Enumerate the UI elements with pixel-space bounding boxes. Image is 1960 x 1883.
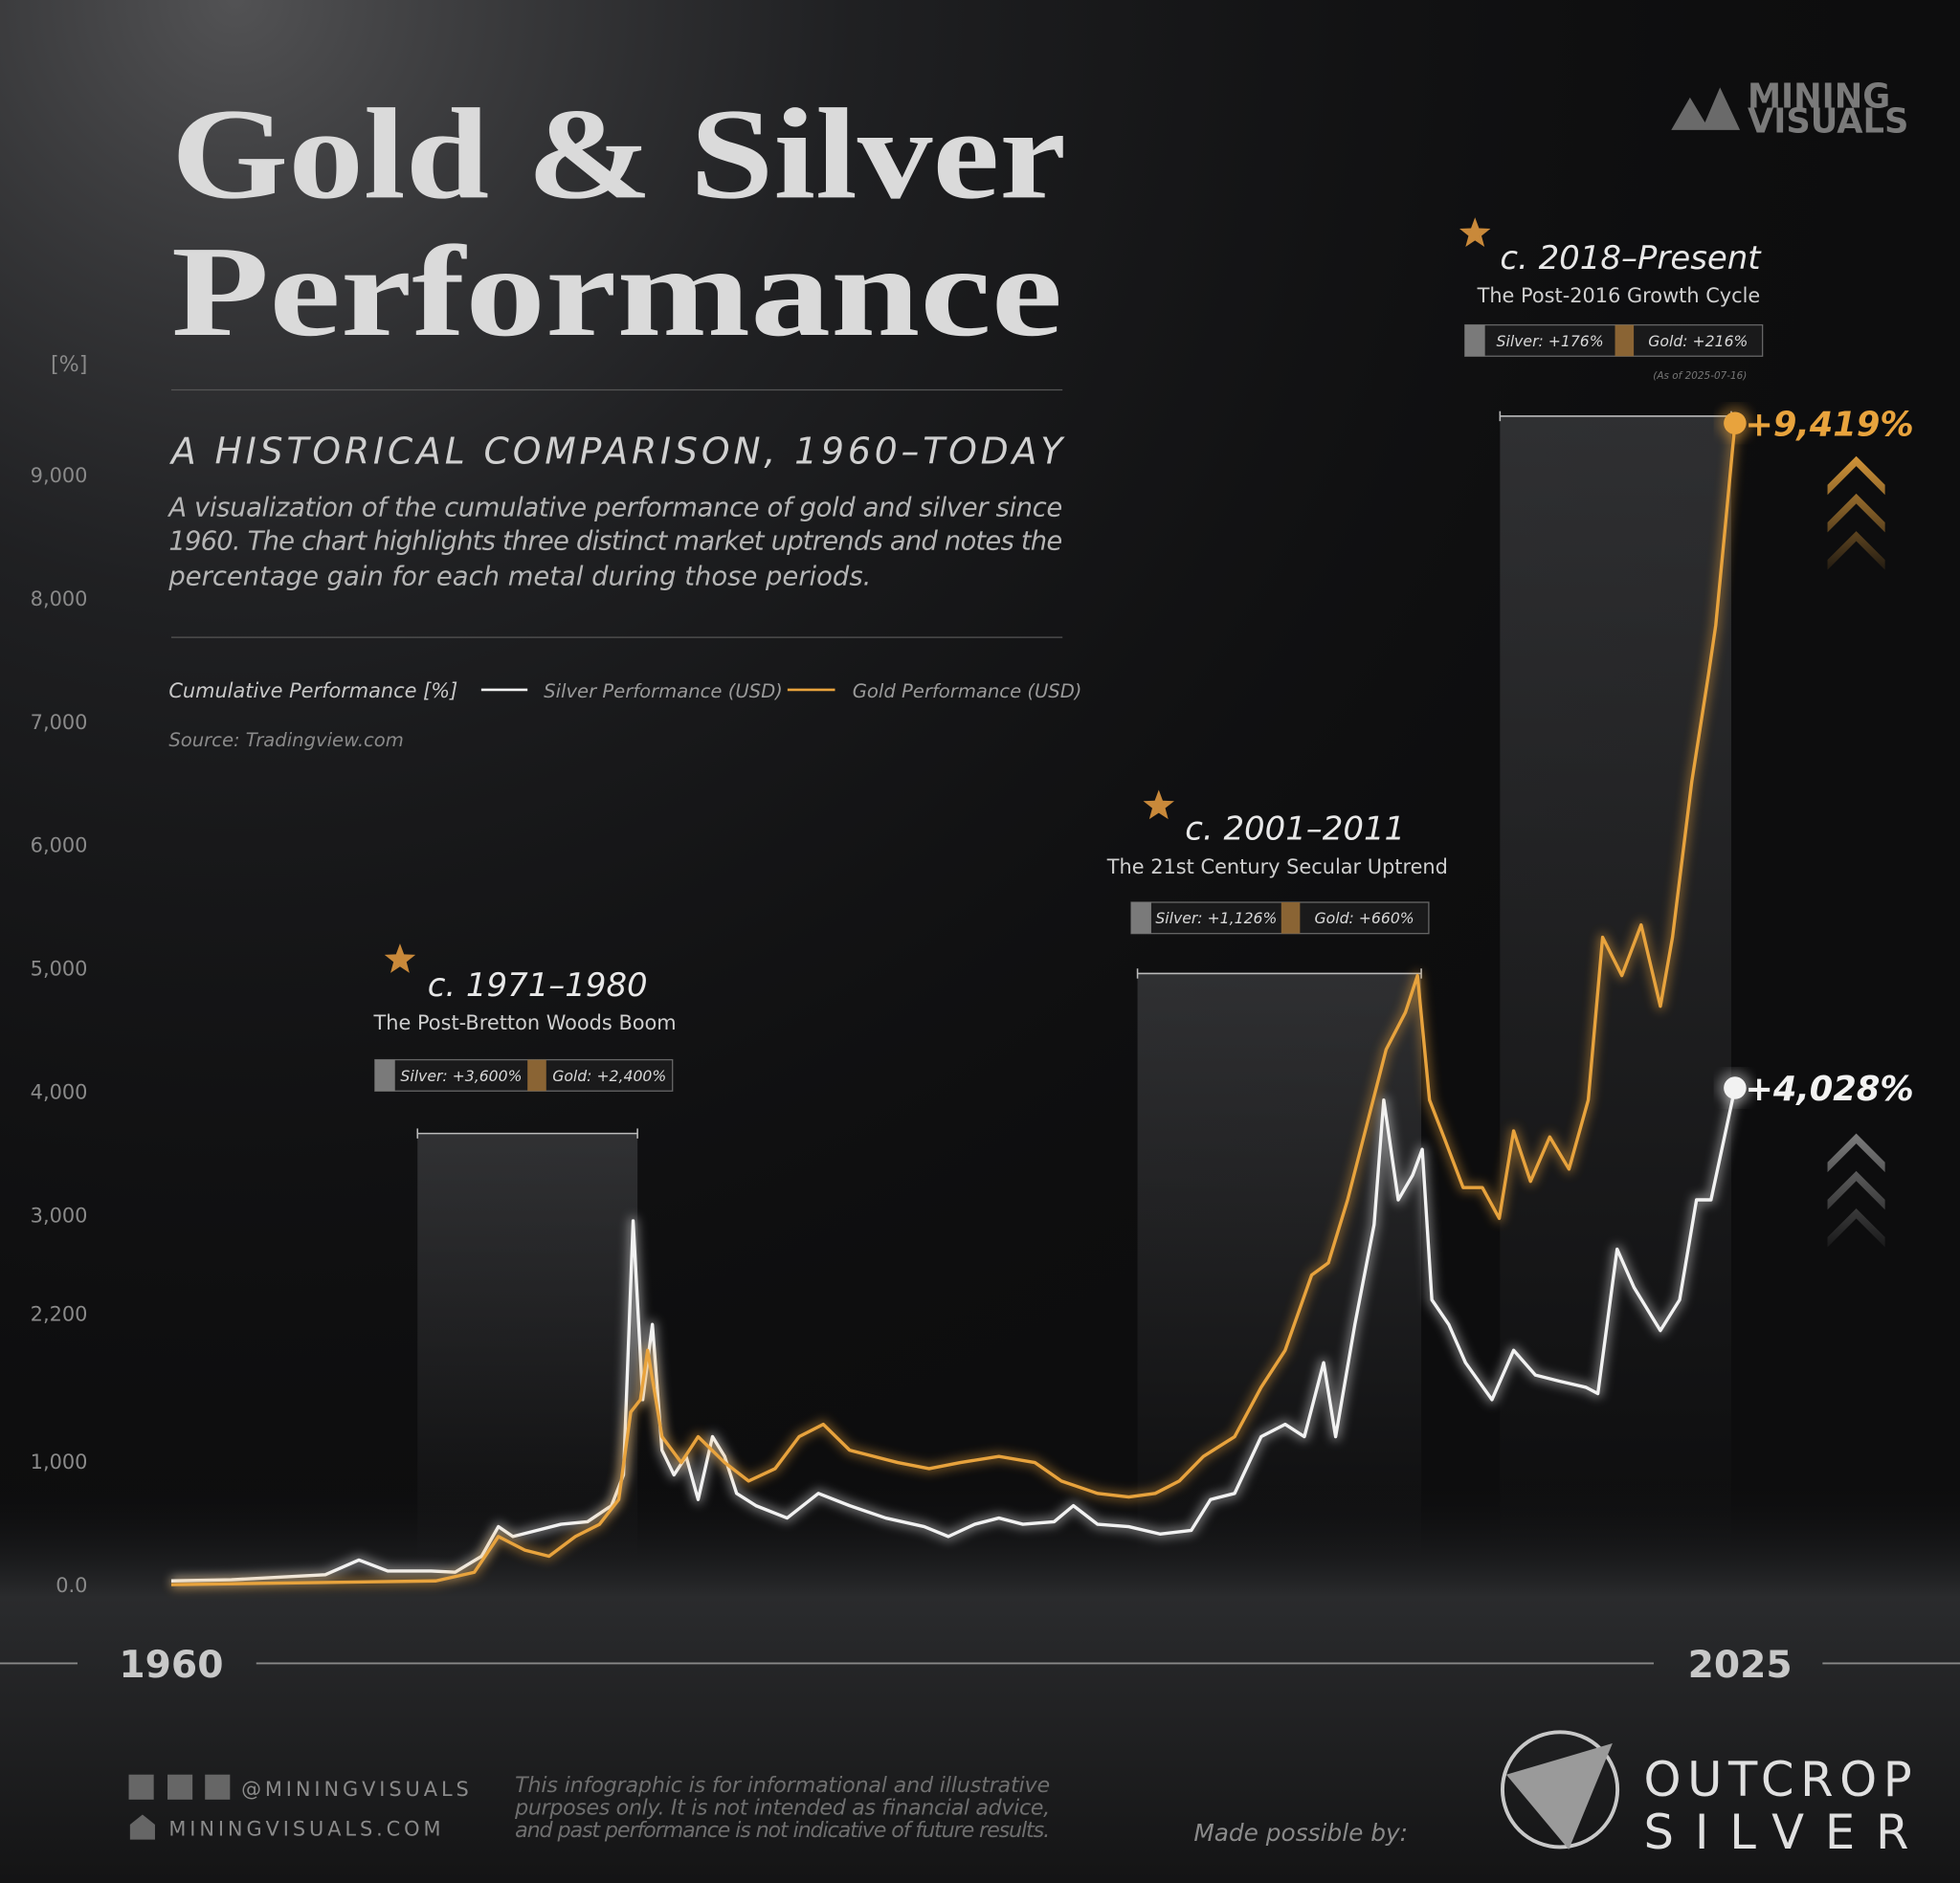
sponsor-logo-mark [1505, 1743, 1613, 1850]
legend-title: Cumulative Performance [%] [168, 679, 457, 702]
linkedin-icon [205, 1774, 231, 1800]
title: Performance [171, 220, 1062, 364]
badge-silver: Silver: +176% [1497, 332, 1604, 350]
star [1143, 789, 1174, 820]
y-tick-label: 1,000 [31, 1451, 88, 1473]
period-title: c. 1971–1980 [428, 966, 648, 1005]
disclaimer: and past performance is not indicative o… [515, 1818, 1050, 1843]
badge-swatch [1281, 902, 1301, 934]
star [1459, 217, 1491, 247]
period-band [1500, 415, 1731, 1562]
up-arrows [1827, 1133, 1885, 1248]
period-title: c. 2018–Present [1500, 239, 1762, 277]
badge-swatch [527, 1059, 546, 1092]
period-title: c. 2001–2011 [1185, 810, 1405, 849]
badge-swatch [374, 1059, 395, 1092]
y-tick-label: 3,000 [31, 1204, 88, 1227]
y-tick-label: 5,000 [31, 958, 88, 981]
x-tick-label: 1960 [119, 1644, 223, 1687]
badge [1130, 901, 1430, 935]
badge-silver: Silver: +3,600% [400, 1067, 522, 1085]
chevrons [1827, 455, 1885, 1248]
badge-swatch [1464, 324, 1485, 357]
description: A visualization of the cumulative perfor… [167, 493, 1062, 522]
title: Gold & Silver [171, 82, 1066, 226]
y-tick-label: 7,000 [31, 711, 88, 734]
end-label: +4,028% [1745, 1070, 1913, 1109]
end-point [1724, 1076, 1747, 1099]
legend-label: Gold Performance (USD) [853, 680, 1082, 702]
end-label: +9,419% [1745, 405, 1913, 444]
legend-label: Silver Performance (USD) [544, 680, 783, 702]
star [384, 943, 416, 973]
home-icon [129, 1814, 155, 1840]
badge-gold: Gold: +2,400% [552, 1067, 666, 1085]
period-subtitle: The 21st Century Secular Uptrend [1106, 855, 1448, 878]
y-tick-label: 8,000 [31, 587, 88, 610]
badge-gold: Gold: +660% [1315, 909, 1414, 927]
sponsor-intro: Made possible by: [1193, 1819, 1408, 1847]
y-tick-label: 2,200 [31, 1302, 88, 1325]
subtitle: A HISTORICAL COMPARISON, 1960–TODAY [168, 431, 1066, 473]
y-tick-label: 6,000 [31, 834, 88, 857]
badge-swatch [1615, 324, 1635, 357]
y-tick-label: 9,000 [31, 464, 88, 487]
badge-silver: Silver: +1,126% [1155, 909, 1277, 927]
y-tick-label: 0.0 [56, 1574, 87, 1597]
y-axis-label: [%] [51, 352, 87, 377]
period-band [1137, 973, 1422, 1562]
period-band [417, 1133, 638, 1562]
social-handle: @MININGVISUALS [241, 1778, 473, 1801]
badge-gold: Gold: +216% [1648, 332, 1748, 350]
x-icon [167, 1774, 193, 1800]
period-subtitle: The Post-Bretton Woods Boom [373, 1011, 677, 1034]
y-tick-label: 4,000 [31, 1080, 88, 1103]
description: percentage gain for each metal during th… [167, 562, 871, 591]
facebook-icon [128, 1774, 154, 1800]
brand-text: MINING [1748, 77, 1890, 116]
badge-swatch [1131, 902, 1151, 934]
website: MININGVISUALS.COM [168, 1818, 444, 1841]
badge [374, 1058, 674, 1092]
end-point [1724, 411, 1747, 435]
line [170, 423, 1737, 1586]
line [170, 1087, 1737, 1583]
brand-logo: MINING VISUALS [1671, 77, 1908, 141]
up-arrows [1827, 455, 1885, 570]
disclaimer: purposes only. It is not intended as fin… [514, 1795, 1050, 1820]
sponsor-name: OUTCROP [1644, 1752, 1919, 1807]
sponsor-logo-ring [1500, 1730, 1620, 1850]
logo-mark [1671, 87, 1741, 130]
x-tick-label: 2025 [1688, 1644, 1793, 1687]
description: 1960. The chart highlights three distinc… [168, 527, 1062, 557]
period-subtitle: The Post-2016 Growth Cycle [1477, 284, 1761, 307]
brand-text: VISUALS [1748, 101, 1908, 141]
source: Source: Tradingview.com [168, 729, 404, 751]
badge-note: (As of 2025-07-16) [1653, 370, 1747, 382]
disclaimer: This infographic is for informational an… [515, 1773, 1050, 1798]
